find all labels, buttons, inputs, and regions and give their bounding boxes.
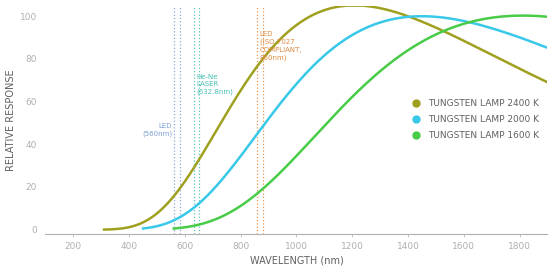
- Legend: TUNGSTEN LAMP 2400 K, TUNGSTEN LAMP 2000 K, TUNGSTEN LAMP 1600 K: TUNGSTEN LAMP 2400 K, TUNGSTEN LAMP 2000…: [403, 96, 543, 144]
- Text: He-Ne
LASER
(632.8nm): He-Ne LASER (632.8nm): [196, 74, 233, 95]
- Y-axis label: RELATIVE RESPONSE: RELATIVE RESPONSE: [6, 69, 15, 170]
- Text: LED
(560nm): LED (560nm): [142, 123, 172, 137]
- Text: LED
(ISO 7027
COMPLIANT,
860nm): LED (ISO 7027 COMPLIANT, 860nm): [259, 31, 302, 61]
- X-axis label: WAVELENGTH (nm): WAVELENGTH (nm): [249, 256, 343, 265]
